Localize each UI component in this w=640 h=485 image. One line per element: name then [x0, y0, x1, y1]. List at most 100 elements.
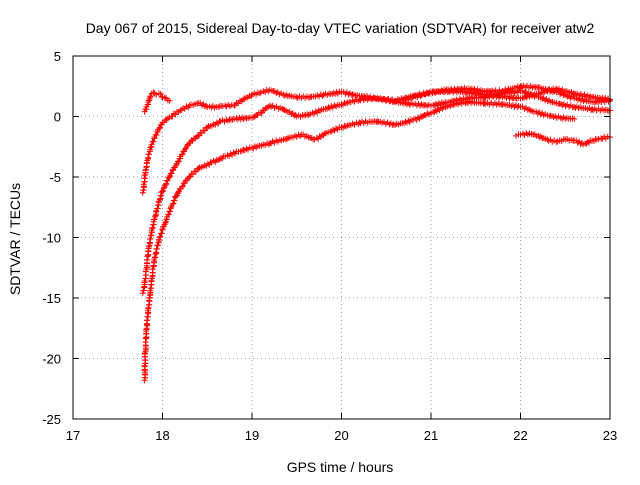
data-point	[139, 290, 146, 297]
data-point	[153, 91, 160, 98]
data-point	[284, 135, 291, 142]
data-point	[204, 124, 211, 131]
data-point-interp	[305, 111, 312, 118]
y-tick-label: -15	[42, 291, 61, 306]
data-point-interp	[149, 224, 156, 231]
data-point-interp	[181, 180, 188, 187]
x-axis-title: GPS time / hours	[287, 459, 394, 475]
data-point	[280, 106, 287, 113]
data-points-layer	[139, 82, 613, 384]
data-point	[222, 102, 229, 109]
data-point-interp	[152, 254, 159, 261]
axis-layer: 17 18 19 20 21 22 23 -25 -20 -15 -10 -5 0 5	[42, 49, 617, 443]
data-point-interp	[165, 211, 172, 218]
data-point-interp	[162, 218, 169, 225]
data-point-interp	[147, 93, 154, 100]
data-point-interp	[408, 94, 415, 101]
x-tick-label: 19	[245, 428, 259, 443]
data-point-interp	[156, 125, 163, 132]
data-point-interp	[213, 119, 220, 126]
x-tick-label: 17	[66, 428, 80, 443]
data-point-interp	[163, 180, 170, 187]
data-point	[166, 97, 173, 104]
data-point-interp	[536, 134, 543, 141]
data-point-interp	[230, 149, 237, 156]
data-point-interp	[169, 167, 176, 174]
data-point-interp	[349, 91, 356, 98]
data-point-interp	[168, 170, 175, 177]
data-point-interp	[387, 120, 394, 127]
data-point-interp	[321, 130, 328, 137]
data-point-interp	[263, 104, 270, 111]
data-point	[445, 88, 452, 95]
data-point-interp	[342, 100, 349, 107]
data-point-interp	[271, 88, 278, 95]
data-point-interp	[574, 96, 581, 103]
data-point-interp	[237, 148, 244, 155]
data-point-interp	[149, 225, 156, 232]
data-point-interp	[531, 131, 538, 138]
data-point-interp	[164, 177, 171, 184]
y-tick-label: -10	[42, 231, 61, 246]
data-point-interp	[157, 90, 164, 97]
data-point-interp	[161, 94, 168, 101]
x-tick-label: 20	[334, 428, 348, 443]
data-point-interp	[204, 160, 211, 167]
data-point-interp	[155, 236, 162, 243]
data-point-interp	[600, 96, 607, 103]
data-point-interp	[330, 90, 337, 97]
data-point	[571, 115, 578, 122]
data-point	[589, 106, 596, 113]
data-point	[557, 114, 564, 121]
data-point-interp	[149, 266, 156, 273]
data-point-interp	[164, 115, 171, 122]
data-point-interp	[175, 189, 182, 196]
x-tick-label: 18	[155, 428, 169, 443]
data-point-interp	[175, 158, 182, 165]
data-point-interp	[256, 90, 263, 97]
data-point-interp	[328, 128, 335, 135]
data-point-interp	[240, 115, 247, 122]
data-point-interp	[170, 200, 177, 207]
data-point-interp	[527, 107, 534, 114]
data-point-interp	[584, 138, 591, 145]
data-point	[195, 132, 202, 139]
data-point-interp	[447, 99, 454, 106]
data-point-interp	[317, 107, 324, 114]
y-tick-label: -5	[49, 170, 61, 185]
data-point-interp	[577, 97, 584, 104]
x-tick-label: 21	[424, 428, 438, 443]
data-point-interp	[153, 245, 160, 252]
data-point-interp	[415, 114, 422, 121]
data-point-interp	[420, 112, 427, 119]
data-point-interp	[315, 107, 322, 114]
y-tick-label: 0	[54, 110, 61, 125]
data-point-interp	[147, 144, 154, 151]
data-point	[146, 94, 153, 101]
data-point-interp	[169, 201, 176, 208]
data-point-interp	[203, 102, 210, 109]
chart-title: Day 067 of 2015, Sidereal Day-to-day VTE…	[86, 20, 595, 36]
data-point-interp	[418, 101, 425, 108]
x-tick-label: 23	[603, 428, 617, 443]
data-point-interp	[403, 101, 410, 108]
data-point-interp	[377, 95, 384, 102]
data-point	[356, 119, 363, 126]
data-point-interp	[157, 233, 164, 240]
data-point-interp	[433, 100, 440, 107]
data-point-interp	[149, 138, 156, 145]
data-point-interp	[362, 94, 369, 101]
data-point-interp	[173, 162, 180, 169]
data-point	[535, 132, 542, 139]
data-point	[159, 188, 166, 195]
data-point-interp	[252, 113, 259, 120]
data-point	[181, 146, 188, 153]
data-point-interp	[458, 85, 465, 92]
data-point-interp	[248, 93, 255, 100]
data-point-interp	[146, 151, 153, 158]
data-point	[146, 287, 153, 294]
data-point	[148, 141, 155, 148]
y-axis-title: SDTVAR / TECUs	[7, 183, 23, 295]
data-point-interp	[163, 116, 170, 123]
